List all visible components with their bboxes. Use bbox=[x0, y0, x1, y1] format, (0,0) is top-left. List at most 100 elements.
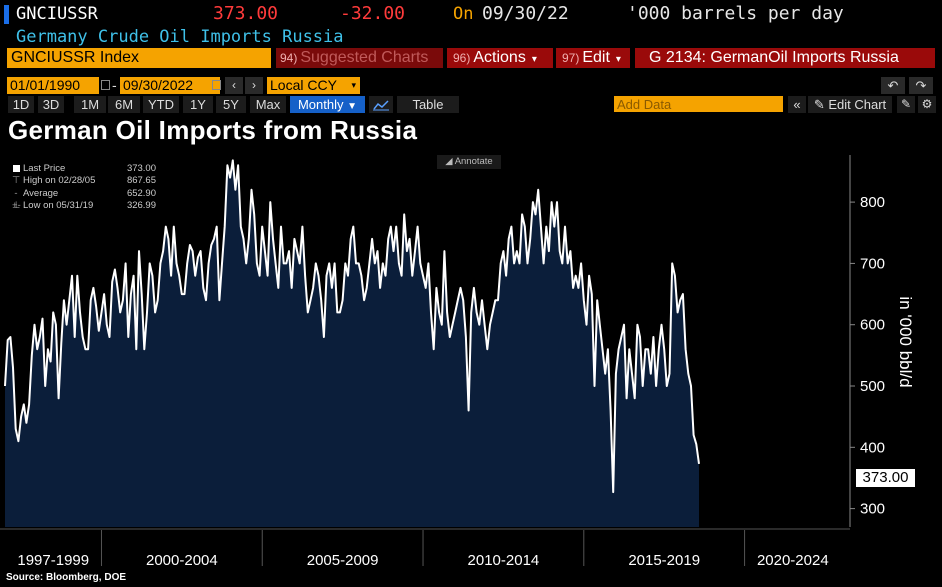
last-price-marker: 373.00 bbox=[856, 469, 915, 487]
legend-row-average[interactable]: -+- Average 652.90 bbox=[12, 187, 156, 211]
period-max[interactable]: Max bbox=[250, 96, 286, 113]
chevron-right-icon[interactable]: › bbox=[245, 77, 263, 94]
low-marker-icon: ⊥ bbox=[12, 200, 21, 212]
period-3d[interactable]: 3D bbox=[38, 96, 64, 113]
suggested-charts-button[interactable]: 94) Suggested Charts bbox=[276, 48, 443, 68]
on-label: On bbox=[453, 4, 474, 24]
frequency-value: Monthly bbox=[297, 97, 344, 112]
actions-key: 96) bbox=[453, 51, 471, 65]
legend: Last Price 373.00 ⊤ High on 02/28/05 867.65… bbox=[12, 163, 156, 213]
legend-label: Last Price bbox=[23, 163, 66, 174]
end-date-field[interactable]: 09/30/2022 bbox=[120, 77, 220, 94]
undo-icon[interactable]: ↶ bbox=[881, 77, 905, 94]
command-toolbar: GNCIUSSR Index 94) Suggested Charts 96) Ac… bbox=[0, 48, 942, 70]
table-button[interactable]: Table bbox=[397, 96, 459, 113]
chart-id-label[interactable]: G 2134: GermanOil Imports Russia bbox=[635, 48, 935, 68]
actions-button[interactable]: 96) Actions ▾ bbox=[447, 48, 553, 68]
as-of-date: 09/30/22 bbox=[482, 3, 569, 24]
annotate-button[interactable]: ◢ Annotate bbox=[437, 155, 501, 169]
calendar-icon[interactable] bbox=[212, 80, 221, 90]
legend-row-high[interactable]: ⊤ High on 02/28/05 867.65 bbox=[12, 175, 156, 187]
chevron-down-icon: ▾ bbox=[531, 54, 537, 65]
gear-icon[interactable]: ⚙ bbox=[918, 96, 936, 113]
actions-label: Actions bbox=[473, 49, 526, 66]
legend-label: Low on 05/31/19 bbox=[23, 200, 94, 212]
legend-label: High on 02/28/05 bbox=[23, 175, 96, 187]
edit-label: Edit bbox=[582, 49, 610, 66]
date-range-bar: 01/01/1990 - 09/30/2022 ‹ › Local CCY ▾ ↶… bbox=[0, 77, 942, 95]
edit-layout-icon[interactable]: ✎ bbox=[897, 96, 915, 113]
edit-chart-label: Edit Chart bbox=[828, 97, 887, 112]
y-axis-label: in '000 bbl/d bbox=[896, 296, 915, 388]
annotate-icon: ◢ bbox=[445, 156, 453, 167]
period-5y[interactable]: 5Y bbox=[216, 96, 246, 113]
date-separator: - bbox=[112, 77, 117, 93]
y-tick-label: 600 bbox=[860, 317, 885, 334]
x-period-label: 2015-2019 bbox=[628, 552, 700, 569]
edit-chart-button[interactable]: ✎ Edit Chart bbox=[808, 96, 892, 113]
legend-value: 326.99 bbox=[126, 200, 156, 212]
y-tick-label: 300 bbox=[860, 501, 885, 518]
legend-value: 373.00 bbox=[126, 163, 156, 174]
units-text: '000 barrels per day bbox=[627, 3, 844, 24]
average-marker-icon: -+- bbox=[12, 187, 21, 212]
add-data-input[interactable] bbox=[614, 96, 783, 112]
last-price-swatch bbox=[13, 165, 20, 172]
ticker-color-swatch bbox=[4, 5, 9, 24]
area-fill bbox=[5, 160, 699, 527]
calendar-icon[interactable] bbox=[101, 80, 110, 90]
frequency-select[interactable]: Monthly ▼ bbox=[290, 96, 365, 113]
legend-label: Average bbox=[23, 187, 59, 199]
line-chart-glyph bbox=[373, 100, 389, 111]
end-date-value: 09/30/2022 bbox=[123, 77, 194, 93]
security-description: Germany Crude Oil Imports Russia bbox=[16, 27, 344, 47]
edit-key: 97) bbox=[562, 51, 580, 65]
currency-value: Local CCY bbox=[270, 77, 337, 93]
start-date-field[interactable]: 01/01/1990 bbox=[7, 77, 99, 94]
x-labels: 1997-1999 2000-2004 2005-2009 2010-2014 2015… bbox=[17, 552, 828, 569]
line-chart-icon[interactable] bbox=[369, 96, 393, 113]
header-bar: GNCIUSSR 373.00 -32.00 On 09/30/22 '000 … bbox=[0, 2, 942, 26]
chart-title: German Oil Imports from Russia bbox=[8, 115, 418, 145]
period-bar: 1D 3D 1M 6M YTD 1Y 5Y Max Monthly ▼ Tabl… bbox=[0, 95, 942, 113]
x-period-dividers bbox=[100, 530, 746, 566]
x-period-label: 1997-1999 bbox=[17, 552, 89, 569]
period-1y[interactable]: 1Y bbox=[183, 96, 213, 113]
x-period-label: 2010-2014 bbox=[468, 552, 540, 569]
chevron-down-icon: ▼ bbox=[347, 101, 358, 112]
legend-value: 867.65 bbox=[126, 175, 156, 187]
period-1m[interactable]: 1M bbox=[74, 96, 106, 113]
collapse-icon[interactable]: « bbox=[788, 96, 806, 113]
security-field[interactable]: GNCIUSSR Index bbox=[7, 48, 271, 68]
edit-button[interactable]: 97) Edit ▾ bbox=[556, 48, 630, 68]
x-period-label: 2000-2004 bbox=[146, 552, 218, 569]
period-ytd[interactable]: YTD bbox=[143, 96, 179, 113]
high-marker-icon: ⊤ bbox=[12, 175, 21, 187]
redo-icon[interactable]: ↷ bbox=[909, 77, 933, 94]
legend-value: 652.90 bbox=[126, 187, 156, 199]
x-period-label: 2005-2009 bbox=[307, 552, 379, 569]
chevron-down-icon: ▾ bbox=[351, 80, 356, 90]
chevron-left-icon[interactable]: ‹ bbox=[225, 77, 243, 94]
last-price: 373.00 bbox=[213, 3, 279, 24]
suggested-charts-label: Suggested Charts bbox=[300, 49, 429, 66]
annotate-label: Annotate bbox=[454, 156, 493, 167]
y-tick-label: 700 bbox=[860, 255, 885, 272]
y-tick-label: 500 bbox=[860, 378, 885, 395]
start-date-value: 01/01/1990 bbox=[10, 77, 81, 93]
suggested-charts-key: 94) bbox=[280, 51, 298, 65]
currency-select[interactable]: Local CCY ▾ bbox=[267, 77, 360, 94]
net-change: -32.00 bbox=[340, 3, 406, 24]
legend-row-low[interactable]: ⊥ Low on 05/31/19 326.99 bbox=[12, 200, 156, 212]
chevron-down-icon: ▾ bbox=[615, 54, 621, 65]
legend-row-last[interactable]: Last Price 373.00 bbox=[12, 163, 156, 175]
x-period-label: 2020-2024 bbox=[757, 552, 829, 569]
pencil-icon: ✎ bbox=[813, 97, 825, 112]
period-6m[interactable]: 6M bbox=[108, 96, 140, 113]
series-line bbox=[4, 159, 700, 494]
ticker-symbol[interactable]: GNCIUSSR bbox=[16, 4, 98, 24]
y-tick-label: 800 bbox=[860, 194, 885, 211]
source-note: Source: Bloomberg, DOE bbox=[6, 572, 127, 583]
period-1d[interactable]: 1D bbox=[8, 96, 34, 113]
